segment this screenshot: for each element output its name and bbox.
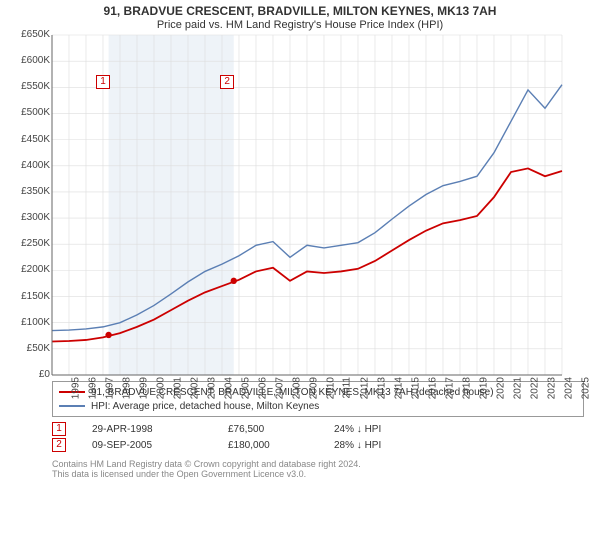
sale-price: £76,500 bbox=[228, 424, 308, 435]
sale-row: 2 09-SEP-2005 £180,000 28% ↓ HPI bbox=[52, 437, 584, 453]
page-title: 91, BRADVUE CRESCENT, BRADVILLE, MILTON … bbox=[8, 4, 592, 18]
x-tick-label: 1997 bbox=[104, 377, 115, 399]
x-tick-label: 2004 bbox=[223, 377, 234, 399]
x-tick-label: 1996 bbox=[87, 377, 98, 399]
x-tick-label: 1995 bbox=[70, 377, 81, 399]
sale-date: 09-SEP-2005 bbox=[92, 440, 202, 451]
x-tick-label: 2015 bbox=[410, 377, 421, 399]
x-tick-label: 2023 bbox=[546, 377, 557, 399]
x-tick-label: 2005 bbox=[240, 377, 251, 399]
x-tick-label: 2013 bbox=[376, 377, 387, 399]
legend-swatch bbox=[59, 405, 85, 407]
x-tick-label: 2025 bbox=[580, 377, 591, 399]
y-tick-label: £0 bbox=[6, 369, 50, 380]
y-tick-label: £200K bbox=[6, 264, 50, 275]
y-tick-label: £650K bbox=[6, 29, 50, 40]
y-tick-label: £500K bbox=[6, 107, 50, 118]
sale-delta: 24% ↓ HPI bbox=[334, 424, 381, 435]
sale-delta: 28% ↓ HPI bbox=[334, 440, 381, 451]
y-tick-label: £350K bbox=[6, 186, 50, 197]
x-tick-label: 2007 bbox=[274, 377, 285, 399]
x-tick-label: 2024 bbox=[563, 377, 574, 399]
x-tick-label: 2022 bbox=[529, 377, 540, 399]
x-tick-label: 2003 bbox=[206, 377, 217, 399]
sale-marker-icon: 2 bbox=[52, 438, 66, 452]
sale-marker-box: 2 bbox=[220, 75, 234, 89]
x-tick-label: 2021 bbox=[512, 377, 523, 399]
x-tick-label: 2018 bbox=[461, 377, 472, 399]
y-tick-label: £550K bbox=[6, 81, 50, 92]
x-tick-label: 2006 bbox=[257, 377, 268, 399]
x-tick-label: 2014 bbox=[393, 377, 404, 399]
y-tick-label: £400K bbox=[6, 160, 50, 171]
page-subtitle: Price paid vs. HM Land Registry's House … bbox=[8, 19, 592, 31]
sale-marker-box: 1 bbox=[96, 75, 110, 89]
x-tick-label: 2020 bbox=[495, 377, 506, 399]
x-tick-label: 2000 bbox=[155, 377, 166, 399]
y-tick-label: £100K bbox=[6, 317, 50, 328]
x-tick-label: 2001 bbox=[172, 377, 183, 399]
y-tick-label: £600K bbox=[6, 55, 50, 66]
y-tick-label: £300K bbox=[6, 212, 50, 223]
sale-marker-icon: 1 bbox=[52, 422, 66, 436]
x-tick-label: 1998 bbox=[121, 377, 132, 399]
x-tick-label: 2016 bbox=[427, 377, 438, 399]
x-tick-label: 2002 bbox=[189, 377, 200, 399]
x-tick-label: 2008 bbox=[291, 377, 302, 399]
price-chart: £0£50K£100K£150K£200K£250K£300K£350K£400… bbox=[52, 35, 562, 375]
legend-row: HPI: Average price, detached house, Milt… bbox=[59, 399, 577, 413]
footer-attribution: Contains HM Land Registry data © Crown c… bbox=[52, 459, 584, 479]
x-tick-label: 1999 bbox=[138, 377, 149, 399]
y-tick-label: £450K bbox=[6, 134, 50, 145]
sale-row: 1 29-APR-1998 £76,500 24% ↓ HPI bbox=[52, 421, 584, 437]
legend-label: HPI: Average price, detached house, Milt… bbox=[91, 401, 319, 412]
x-tick-label: 2017 bbox=[444, 377, 455, 399]
sale-events: 1 29-APR-1998 £76,500 24% ↓ HPI 2 09-SEP… bbox=[52, 421, 584, 453]
sale-date: 29-APR-1998 bbox=[92, 424, 202, 435]
x-tick-label: 2019 bbox=[478, 377, 489, 399]
x-tick-label: 2009 bbox=[308, 377, 319, 399]
y-tick-label: £150K bbox=[6, 291, 50, 302]
y-tick-label: £50K bbox=[6, 343, 50, 354]
x-tick-label: 2011 bbox=[342, 377, 353, 399]
x-tick-label: 2012 bbox=[359, 377, 370, 399]
x-tick-label: 2010 bbox=[325, 377, 336, 399]
sale-price: £180,000 bbox=[228, 440, 308, 451]
y-tick-label: £250K bbox=[6, 238, 50, 249]
